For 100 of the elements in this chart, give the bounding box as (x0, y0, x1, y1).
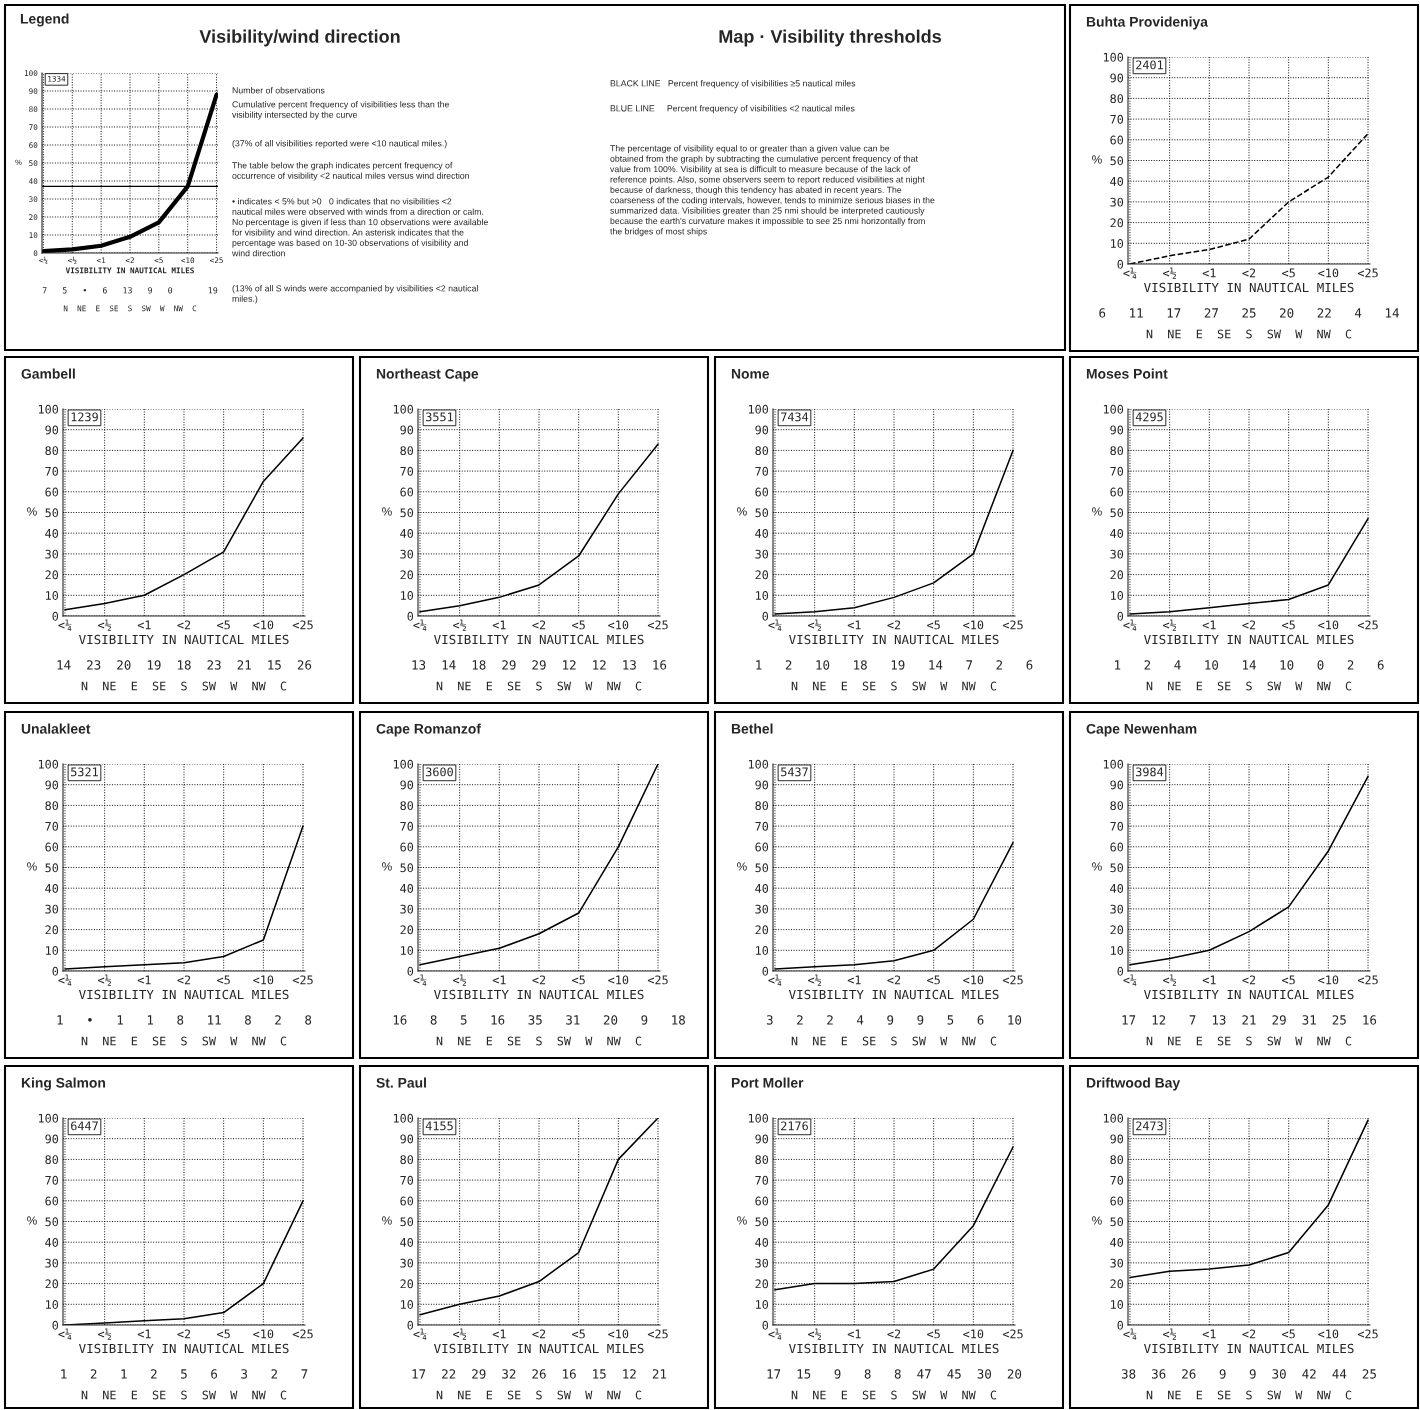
y-tick-label: 100 (1103, 759, 1124, 769)
x-tick-label: <¼ (768, 1328, 782, 1340)
y-tick-label: 70 (400, 1175, 414, 1185)
x-tick-label: <25 (1002, 1329, 1023, 1339)
x-tick-label: <5 (217, 975, 230, 985)
y-tick-label: 80 (1110, 1155, 1124, 1165)
chart-title: Cape Newenham (1086, 723, 1197, 737)
y-tick-label: 90 (45, 1134, 59, 1144)
y-tick-label: 60 (1110, 1196, 1124, 1206)
chart-title: Bethel (731, 723, 773, 734)
y-tick-label: 0 (1117, 1320, 1124, 1330)
y-tick-label: 100 (1103, 52, 1124, 62)
text: 1 2 10 18 19 14 7 2 6 (756, 660, 1033, 670)
text: N NE E SE S SW W NW C (436, 681, 642, 691)
y-tick-label: 30 (1110, 904, 1124, 914)
y-tick-label: 20 (1110, 1279, 1124, 1289)
x-tick-label: <½ (98, 619, 112, 631)
y-axis-title: % (27, 507, 37, 516)
y-tick-label: 20 (45, 570, 59, 580)
y-tick-label: 70 (400, 821, 414, 831)
y-tick-label: 50 (400, 1217, 414, 1227)
y-tick-label: 70 (1110, 1175, 1124, 1185)
x-tick-label: <2 (1242, 268, 1256, 278)
y-tick-label: 20 (400, 570, 414, 580)
y-tick-label: 10 (46, 591, 59, 600)
text: 6 11 17 27 25 20 22 4 14 (1099, 308, 1399, 318)
y-tick-label: 30 (1110, 1258, 1124, 1268)
y-tick-label: 100 (748, 759, 769, 769)
y-tick-label: 60 (755, 842, 769, 852)
y-tick-label: 40 (1110, 1237, 1124, 1247)
text: 17 12 7 13 21 29 31 25 16 (1122, 1015, 1377, 1025)
y-tick-label: 80 (400, 446, 414, 456)
y-axis-title: % (382, 862, 392, 871)
y-tick-label: 80 (1110, 801, 1124, 811)
y-tick-label: 30 (400, 904, 414, 914)
chart-title: Northeast Cape (376, 368, 479, 382)
y-tick-label: 30 (1110, 549, 1124, 559)
y-tick-label: 90 (45, 780, 59, 790)
y-tick-label: 50 (45, 1217, 59, 1227)
y-tick-label: 0 (407, 1320, 414, 1330)
x-tick-label: <½ (1163, 1328, 1177, 1340)
x-axis-title: VISIBILITY IN NAUTICAL MILES (78, 634, 289, 645)
y-tick-label: 50 (1110, 156, 1124, 166)
x-tick-label: <1 (1202, 620, 1216, 630)
x-tick-label: <25 (1357, 975, 1378, 985)
y-tick-label: 10 (401, 946, 414, 955)
y-tick-label: 0 (407, 966, 414, 976)
x-tick-label: <¼ (768, 619, 782, 631)
x-tick-label: <10 (253, 1329, 274, 1339)
x-axis-title: VISIBILITY IN NAUTICAL MILES (433, 989, 644, 1000)
x-tick-label: <5 (1282, 620, 1295, 630)
x-tick-label: <2 (1242, 975, 1256, 985)
y-tick-label: 20 (45, 1279, 59, 1289)
y-tick-label: 10 (1111, 1300, 1124, 1309)
text: 14 23 20 19 18 23 21 15 26 (57, 660, 312, 670)
annotation: 2401 (1136, 60, 1163, 70)
x-tick-label: <25 (647, 620, 668, 630)
y-tick-label: 70 (45, 821, 59, 831)
text: 3 2 2 4 9 9 5 6 10 (766, 1015, 1022, 1025)
y-tick-label: 90 (1110, 425, 1124, 435)
y-tick-label: 20 (45, 925, 59, 935)
y-tick-label: 50 (45, 863, 59, 873)
y-tick-label: 50 (1110, 863, 1124, 873)
chart-title: Moses Point (1086, 368, 1168, 379)
y-tick-label: 40 (45, 1237, 59, 1247)
y-tick-label: 90 (1110, 780, 1124, 790)
x-tick-label: <25 (647, 1329, 668, 1339)
y-tick-label: 60 (400, 842, 414, 852)
y-tick-label: 80 (400, 801, 414, 811)
y-tick-label: 10 (46, 1300, 59, 1309)
y-tick-label: 0 (1117, 611, 1124, 621)
x-tick-label: <¼ (1123, 619, 1137, 631)
x-tick-label: <2 (1242, 620, 1256, 630)
x-tick-label: <1 (492, 975, 506, 985)
y-tick-label: 90 (1110, 1134, 1124, 1144)
y-tick-label: 70 (45, 1175, 59, 1185)
y-tick-label: 40 (1110, 528, 1124, 538)
x-tick-label: <1 (1202, 1329, 1216, 1339)
annotation: 5321 (71, 767, 98, 777)
y-tick-label: 80 (45, 801, 59, 811)
x-tick-label: <½ (1163, 267, 1177, 279)
annotation: 2176 (781, 1121, 808, 1131)
x-tick-label: <2 (887, 975, 901, 985)
y-axis-title: % (1092, 1216, 1102, 1225)
y-tick-label: 60 (400, 487, 414, 497)
annotation: 7434 (781, 412, 809, 422)
x-tick-label: <2 (177, 620, 191, 630)
text: N NE E SE S SW W NW C (791, 1036, 997, 1046)
y-tick-label: 90 (755, 780, 769, 790)
x-tick-label: <½ (453, 974, 467, 986)
text: Visibility/wind direction (199, 29, 400, 47)
x-tick-label: <10 (963, 975, 984, 985)
x-tick-label: <5 (217, 1329, 230, 1339)
text: 17 15 9 8 8 47 45 30 20 (767, 1369, 1022, 1379)
y-tick-label: 80 (1110, 94, 1124, 104)
text: Cumulative percent frequency of visibilities less than the visibility intersected by the curve (232, 101, 450, 120)
y-tick-label: 10 (1111, 239, 1124, 248)
y-tick-label: 70 (400, 466, 414, 476)
text: N NE E SE S SW W NW C (436, 1036, 642, 1046)
x-tick-label: <10 (253, 620, 274, 630)
